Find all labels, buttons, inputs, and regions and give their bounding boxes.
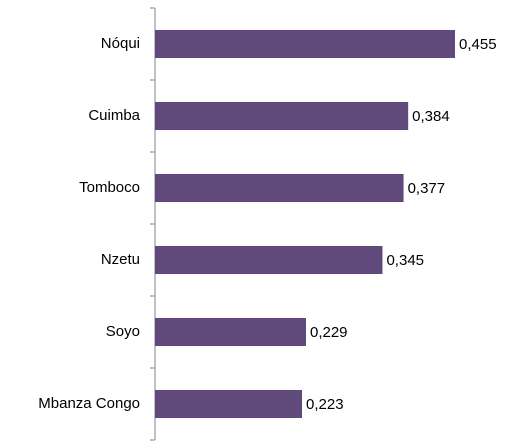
- y-tick-label: Nzetu: [101, 251, 140, 268]
- data-label: 0,345: [386, 252, 424, 269]
- bar: [155, 318, 306, 346]
- data-label: 0,384: [412, 108, 450, 125]
- data-label: 0,223: [306, 396, 344, 413]
- y-tick-label: Nóqui: [101, 35, 140, 52]
- bar: [155, 102, 409, 130]
- y-tick-label: Soyo: [106, 323, 140, 340]
- bar: [155, 390, 303, 418]
- bar: [155, 246, 383, 274]
- y-tick-label: Cuimba: [88, 107, 140, 124]
- bar: [155, 30, 455, 58]
- data-label: 0,455: [459, 36, 497, 53]
- bar: [155, 174, 404, 202]
- data-label: 0,377: [408, 180, 446, 197]
- y-tick-label: Tomboco: [79, 179, 140, 196]
- data-label: 0,229: [310, 324, 348, 341]
- y-tick-label: Mbanza Congo: [38, 395, 140, 412]
